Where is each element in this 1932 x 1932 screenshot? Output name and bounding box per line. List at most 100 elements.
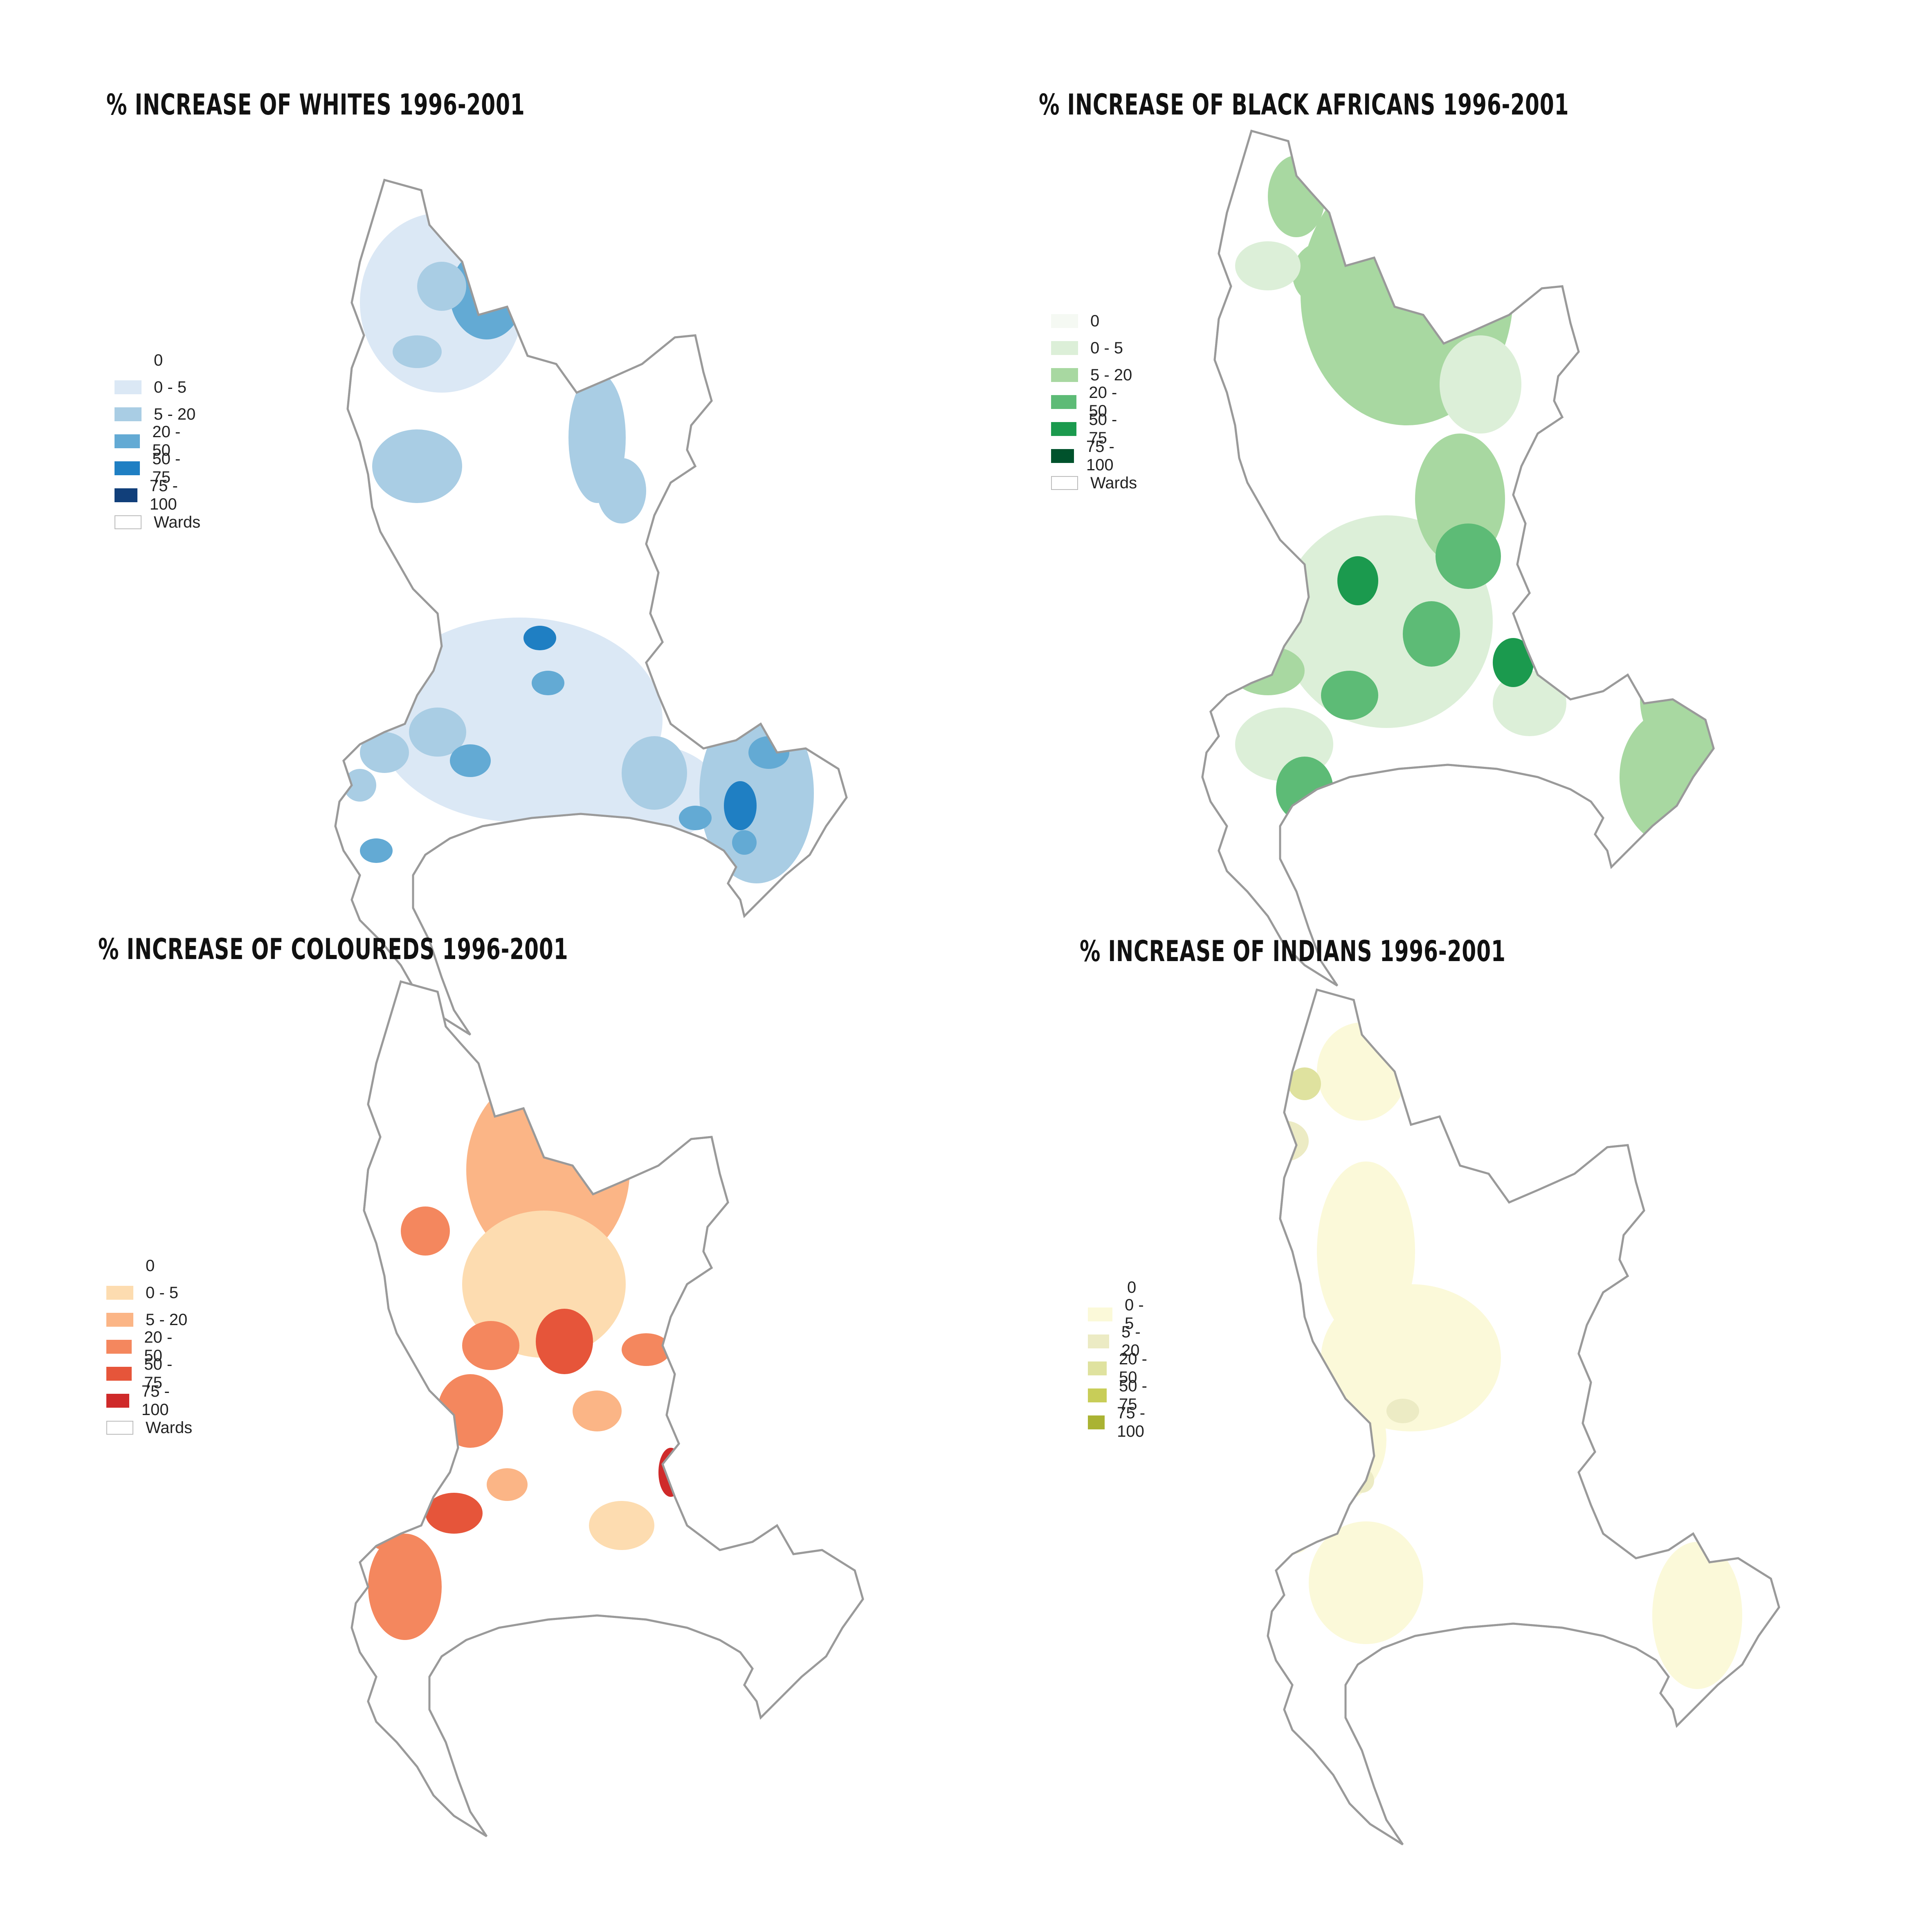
legend-label: 75 - 100 xyxy=(141,1382,170,1419)
ward-region xyxy=(372,429,462,503)
ward-region xyxy=(425,1493,483,1534)
ward-region xyxy=(1235,241,1301,290)
legend-item: 75 - 100 xyxy=(106,1382,192,1419)
legend-item: 0 xyxy=(1051,308,1137,335)
legend-swatch xyxy=(1088,1388,1107,1402)
ward-region xyxy=(1268,1121,1309,1161)
legend-item: 0 xyxy=(1088,1274,1155,1301)
legend-item: 75 - 100 xyxy=(1088,1404,1155,1440)
legend-swatch xyxy=(1088,1281,1115,1294)
ward-region xyxy=(360,838,393,863)
legend-label: 20 - 50 xyxy=(1089,384,1117,420)
legend-swatch xyxy=(106,1421,133,1435)
legend-swatch xyxy=(1088,1415,1105,1429)
ward-region xyxy=(732,830,757,855)
legend-item: 0 - 5 xyxy=(1088,1296,1155,1332)
legend-swatch xyxy=(1051,449,1074,463)
legend-swatch xyxy=(115,407,142,421)
legend-label: Wards xyxy=(154,513,201,531)
legend-item: 0 - 5 xyxy=(106,1279,192,1306)
city-boundary-stroke xyxy=(350,980,864,1838)
legend-item: 5 - 20 xyxy=(115,401,200,428)
ward-region xyxy=(536,1309,593,1374)
ward-region xyxy=(622,736,687,810)
legend-label: 75 - 100 xyxy=(149,477,178,513)
ward-region xyxy=(1350,1468,1374,1493)
legend-item: 50 - 75 xyxy=(106,1355,192,1392)
legend-label: 20 - 50 xyxy=(1119,1350,1147,1386)
legend-swatch xyxy=(1088,1334,1110,1348)
ward-region xyxy=(462,1321,519,1370)
ward-region xyxy=(532,671,564,695)
ward-region xyxy=(1493,671,1566,736)
legend-label: 20 - 50 xyxy=(144,1328,173,1365)
legend-item: 50 - 75 xyxy=(115,450,200,486)
legend-item: Wards xyxy=(115,509,200,536)
ward-region xyxy=(1317,1161,1415,1341)
legend-item: 75 - 100 xyxy=(1051,438,1137,474)
legend-swatch xyxy=(106,1313,133,1327)
legend-swatch xyxy=(115,353,142,367)
ward-region xyxy=(401,1206,450,1256)
legend-swatch xyxy=(106,1259,133,1273)
city-boundary-stroke xyxy=(1267,988,1780,1846)
ward-region xyxy=(1436,523,1501,589)
ward-region xyxy=(1321,671,1378,720)
map-legend: 0 0 - 5 5 - 20 20 - 50 50 - 75 75 - 100 … xyxy=(106,1252,192,1441)
legend-swatch xyxy=(1051,476,1078,490)
legend-item: 50 - 75 xyxy=(1088,1377,1155,1413)
legend-label: 0 - 5 xyxy=(1090,339,1123,357)
legend-label: 50 - 75 xyxy=(1089,411,1117,447)
legend-item: Wards xyxy=(1051,470,1137,496)
legend-label: 0 xyxy=(146,1256,155,1275)
ward-region xyxy=(1403,601,1460,667)
legend-label: 5 - 20 xyxy=(146,1310,188,1329)
map-title: % INCREASE OF INDIANS 1996-2001 xyxy=(1080,935,1506,968)
ward-region xyxy=(1493,638,1534,687)
ward-region xyxy=(1292,241,1358,307)
legend-label: 0 xyxy=(1127,1278,1137,1296)
ward-region xyxy=(1652,1542,1742,1689)
ward-region xyxy=(1440,335,1521,434)
ward-region xyxy=(523,626,556,650)
ward-region xyxy=(573,1391,622,1431)
city-boundary-stroke xyxy=(334,178,848,1036)
legend-swatch xyxy=(1051,422,1077,436)
legend-item: 5 - 20 xyxy=(1051,362,1137,389)
legend-swatch xyxy=(106,1340,132,1354)
legend-label: 5 - 20 xyxy=(154,405,196,423)
map-title: % INCREASE OF BLACK AFRICANS 1996-2001 xyxy=(1039,88,1569,121)
ward-region xyxy=(1386,1399,1419,1423)
ward-region xyxy=(679,806,712,830)
legend-label: 75 - 100 xyxy=(1086,438,1114,474)
ward-region xyxy=(589,1501,654,1550)
legend-swatch xyxy=(1051,341,1078,355)
legend-label: 0 xyxy=(1090,312,1100,330)
legend-swatch xyxy=(1051,395,1077,409)
legend-label: 0 - 5 xyxy=(1124,1296,1144,1332)
ward-region xyxy=(344,769,376,802)
legend-label: Wards xyxy=(1090,474,1137,492)
legend-label: 0 xyxy=(154,351,163,369)
legend-item: 20 - 50 xyxy=(1088,1350,1155,1386)
legend-label: 50 - 75 xyxy=(144,1355,173,1392)
legend-item: 5 - 20 xyxy=(1088,1323,1155,1359)
legend-item: 0 xyxy=(115,347,200,374)
ward-region xyxy=(393,335,442,368)
legend-label: 50 - 75 xyxy=(1119,1377,1147,1413)
legend-swatch xyxy=(106,1394,129,1408)
legend-label: 50 - 75 xyxy=(152,450,181,486)
ward-region xyxy=(1337,556,1378,605)
legend-swatch xyxy=(1088,1307,1112,1321)
map-legend: 0 0 - 5 5 - 20 20 - 50 50 - 75 75 - 100 … xyxy=(1051,308,1137,496)
ward-region xyxy=(724,781,757,830)
ward-region xyxy=(417,262,466,311)
legend-label: 5 - 20 xyxy=(1090,366,1132,384)
legend-swatch xyxy=(106,1367,132,1381)
legend-item: 0 - 5 xyxy=(1051,335,1137,362)
ward-region xyxy=(487,1468,528,1501)
